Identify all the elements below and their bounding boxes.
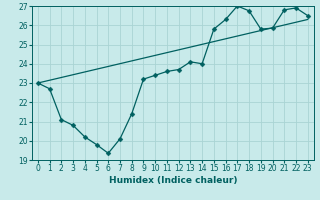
X-axis label: Humidex (Indice chaleur): Humidex (Indice chaleur) xyxy=(108,176,237,185)
